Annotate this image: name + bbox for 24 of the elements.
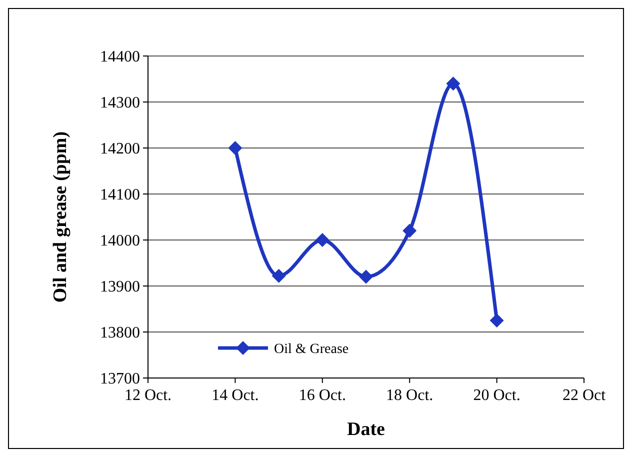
point <box>272 268 286 283</box>
y-tick-label: 14000 <box>100 232 140 250</box>
point <box>490 314 504 328</box>
x-tick-label: 22 Oct <box>562 387 606 404</box>
y-tick-label: 14100 <box>100 186 140 204</box>
point <box>359 270 373 284</box>
legend-label: Oil & Grease <box>274 342 349 357</box>
point <box>446 76 460 91</box>
x-tick-label: 20 Oct. <box>473 387 520 404</box>
y-tick-label: 13900 <box>100 278 140 296</box>
point <box>402 224 417 238</box>
point <box>315 233 330 247</box>
x-tick-label: 12 Oct. <box>124 387 172 404</box>
x-tick-label: 16 Oct. <box>298 387 346 404</box>
x-tick-label: 14 Oct. <box>212 387 259 404</box>
y-tick-label: 14200 <box>100 140 140 158</box>
point <box>228 141 242 155</box>
x-tick-label: 18 Oct. <box>386 387 434 404</box>
y-tick-label: 13700 <box>100 370 140 388</box>
y-axis-title: Oil and grease (ppm) <box>50 131 71 303</box>
y-tick-label: 14300 <box>100 94 140 112</box>
y-tick-label: 14400 <box>100 48 140 66</box>
y-tick-label: 13800 <box>100 324 140 342</box>
x-axis-title: Date <box>347 419 385 440</box>
